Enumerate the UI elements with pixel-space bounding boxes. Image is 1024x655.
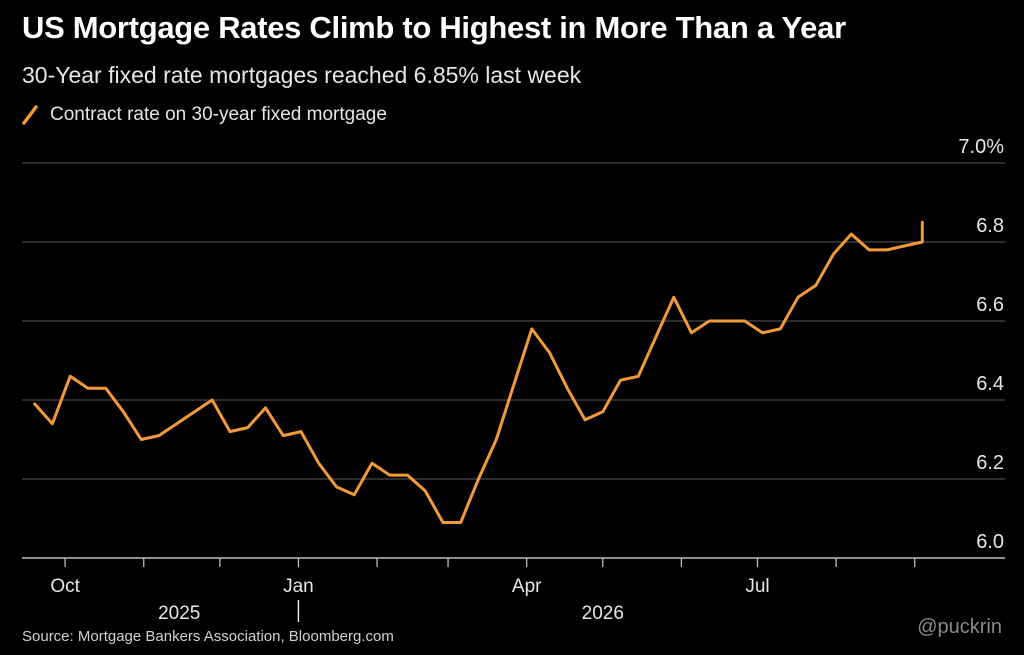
x-tick-label: Jan: [283, 576, 314, 597]
source-note: Source: Mortgage Bankers Association, Bl…: [22, 628, 394, 645]
year-label: 2026: [582, 603, 624, 624]
y-tick-label: 7.0%: [958, 136, 1004, 158]
y-tick-label: 6.6: [976, 294, 1004, 316]
y-tick-label: 6.2: [976, 452, 1004, 474]
chart-title: US Mortgage Rates Climb to Highest in Mo…: [22, 10, 846, 45]
y-tick-label: 6.4: [976, 373, 1004, 395]
watermark: @puckrin: [917, 616, 1002, 638]
legend-label: Contract rate on 30-year fixed mortgage: [50, 104, 387, 125]
year-label: 2025: [158, 603, 200, 624]
x-tick-label: Oct: [50, 576, 80, 597]
x-tick-label: Apr: [512, 576, 542, 597]
chart-subtitle: 30-Year fixed rate mortgages reached 6.8…: [22, 62, 582, 88]
y-tick-label: 6.0: [976, 531, 1004, 553]
legend-line-icon: [22, 105, 38, 125]
legend: Contract rate on 30-year fixed mortgage: [22, 104, 387, 126]
x-tick-label: Jul: [745, 576, 769, 597]
y-tick-label: 6.8: [976, 215, 1004, 237]
series-line: [33, 220, 924, 524]
